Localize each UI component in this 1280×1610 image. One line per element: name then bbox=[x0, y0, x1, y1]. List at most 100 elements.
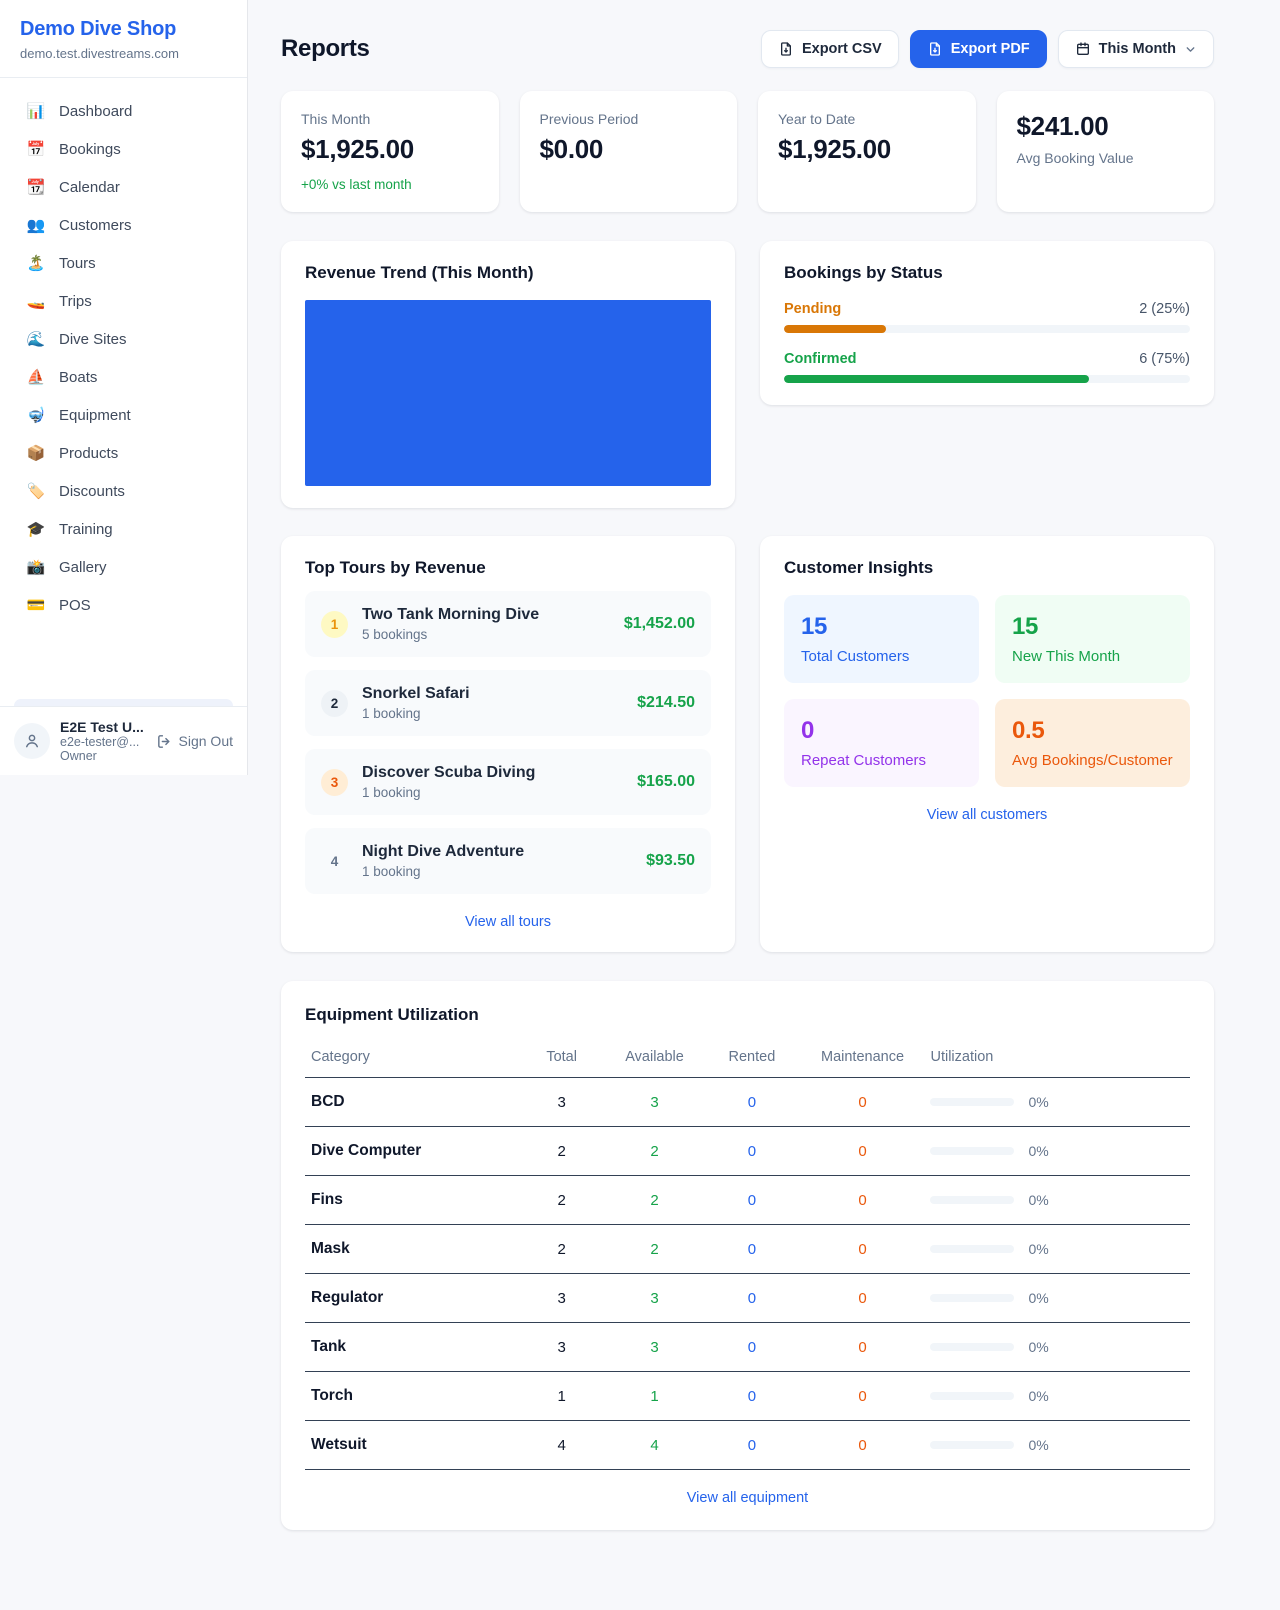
cell-maintenance: 0 bbox=[800, 1126, 925, 1176]
top-tours-title: Top Tours by Revenue bbox=[305, 558, 486, 577]
sidebar-item-label: Training bbox=[59, 520, 113, 538]
tag-icon: 🏷️ bbox=[26, 483, 46, 500]
col-header-total: Total bbox=[517, 1041, 606, 1078]
equipment-title: Equipment Utilization bbox=[305, 1005, 479, 1024]
col-header-utilization: Utilization bbox=[924, 1041, 1190, 1078]
export-pdf-label: Export PDF bbox=[950, 41, 1030, 57]
sidebar-item-calendar[interactable]: 📆 Calendar bbox=[14, 168, 233, 206]
period-label: This Month bbox=[1098, 41, 1176, 57]
utilization-percent: 0% bbox=[1028, 1094, 1049, 1110]
tour-row: 3 Discover Scuba Diving 1 booking $165.0… bbox=[305, 749, 711, 815]
table-header-row: Category Total Available Rented Maintena… bbox=[305, 1041, 1190, 1078]
sidebar-item-label: POS bbox=[59, 596, 91, 614]
utilization-cell: 0% bbox=[930, 1437, 1184, 1453]
export-pdf-button[interactable]: Export PDF bbox=[909, 30, 1047, 68]
file-download-icon bbox=[780, 42, 791, 56]
user-meta: E2E Test U... e2e-tester@... Owner bbox=[60, 719, 146, 763]
bookings-by-status-title: Bookings by Status bbox=[784, 263, 943, 282]
customer-insights-title: Customer Insights bbox=[784, 558, 934, 577]
utilization-bar bbox=[930, 1245, 1015, 1253]
utilization-percent: 0% bbox=[1028, 1437, 1049, 1453]
tour-revenue: $165.00 bbox=[637, 773, 695, 790]
tour-bookings: 1 booking bbox=[362, 706, 421, 721]
sidebar-item-discounts[interactable]: 🏷️ Discounts bbox=[14, 472, 233, 510]
utilization-cell: 0% bbox=[930, 1094, 1184, 1110]
progress-track bbox=[784, 375, 1190, 383]
sidebar-item-products[interactable]: 📦 Products bbox=[14, 434, 233, 472]
tour-name: Two Tank Morning Dive bbox=[362, 606, 540, 623]
cell-available: 2 bbox=[605, 1126, 704, 1176]
cell-available: 3 bbox=[605, 1077, 704, 1127]
view-all-equipment-link[interactable]: View all equipment bbox=[686, 1490, 809, 1506]
tour-bookings: 5 bookings bbox=[362, 627, 428, 642]
stat-card-year-to-date: Year to Date $1,925.00 bbox=[758, 91, 976, 212]
sidebar-item-label: Tours bbox=[59, 254, 96, 272]
sidebar-item-boats[interactable]: ⛵ Boats bbox=[14, 358, 233, 396]
cell-category: BCD bbox=[305, 1077, 518, 1127]
progress-track bbox=[784, 325, 1190, 333]
cell-maintenance: 0 bbox=[800, 1371, 925, 1421]
camera-icon: 📸 bbox=[26, 559, 46, 576]
tour-name: Snorkel Safari bbox=[362, 685, 470, 702]
sidebar-item-reports-partial[interactable] bbox=[14, 699, 233, 706]
tour-row: 1 Two Tank Morning Dive 5 bookings $1,45… bbox=[305, 591, 711, 657]
sidebar-item-label: Calendar bbox=[59, 178, 120, 196]
stat-card-previous-period: Previous Period $0.00 bbox=[519, 91, 737, 212]
sidebar-item-label: Discounts bbox=[59, 482, 125, 500]
calendar-icon bbox=[1076, 42, 1089, 55]
sidebar-item-customers[interactable]: 👥 Customers bbox=[14, 206, 233, 244]
dashboard-icon: 📊 bbox=[26, 103, 46, 120]
utilization-percent: 0% bbox=[1028, 1241, 1049, 1257]
tour-bookings: 1 booking bbox=[362, 864, 421, 879]
package-icon: 📦 bbox=[26, 445, 46, 462]
tour-row: 4 Night Dive Adventure 1 booking $93.50 bbox=[305, 828, 711, 894]
utilization-bar bbox=[930, 1196, 1015, 1204]
sidebar-item-bookings[interactable]: 📅 Bookings bbox=[14, 130, 233, 168]
utilization-bar bbox=[930, 1294, 1015, 1302]
main-content: Reports Export CSV Export PDF bbox=[248, 0, 1280, 1610]
sidebar-item-gallery[interactable]: 📸 Gallery bbox=[14, 548, 233, 586]
view-all-customers-link[interactable]: View all customers bbox=[926, 807, 1048, 823]
stats-row: This Month $1,925.00 +0% vs last month P… bbox=[281, 91, 1214, 212]
utilization-cell: 0% bbox=[930, 1192, 1184, 1208]
sign-out-label: Sign Out bbox=[178, 733, 233, 749]
cell-category: Fins bbox=[305, 1175, 518, 1225]
page-title: Reports bbox=[281, 35, 370, 62]
tile-value: 15 bbox=[1012, 613, 1039, 640]
cell-maintenance: 0 bbox=[800, 1420, 925, 1470]
cell-total: 2 bbox=[517, 1224, 606, 1274]
stat-label: Year to Date bbox=[778, 111, 856, 127]
cell-total: 2 bbox=[517, 1175, 606, 1225]
export-csv-button[interactable]: Export CSV bbox=[760, 30, 899, 68]
mid-row: Top Tours by Revenue 1 Two Tank Morning … bbox=[281, 536, 1214, 952]
tile-label: Repeat Customers bbox=[801, 752, 927, 769]
status-label: Confirmed bbox=[784, 351, 857, 367]
utilization-cell: 0% bbox=[930, 1241, 1184, 1257]
avatar bbox=[14, 723, 50, 759]
sidebar-item-trips[interactable]: 🚤 Trips bbox=[14, 282, 233, 320]
cell-category: Dive Computer bbox=[305, 1126, 518, 1176]
sidebar-item-tours[interactable]: 🏝️ Tours bbox=[14, 244, 233, 282]
top-tours-card: Top Tours by Revenue 1 Two Tank Morning … bbox=[281, 536, 735, 952]
cell-total: 4 bbox=[517, 1420, 606, 1470]
period-dropdown[interactable]: This Month bbox=[1057, 30, 1214, 68]
tile-avg-bookings: 0.5 Avg Bookings/Customer bbox=[995, 699, 1190, 787]
sidebar-item-equipment[interactable]: 🤿 Equipment bbox=[14, 396, 233, 434]
sidebar-item-pos[interactable]: 💳 POS bbox=[14, 586, 233, 624]
sign-out-button[interactable]: Sign Out bbox=[156, 733, 233, 750]
utilization-cell: 0% bbox=[930, 1388, 1184, 1404]
sidebar-nav: 📊 Dashboard 📅 Bookings 📆 Calendar 👥 Cust… bbox=[0, 78, 247, 706]
customers-icon: 👥 bbox=[26, 217, 46, 234]
sidebar-item-dashboard[interactable]: 📊 Dashboard bbox=[14, 92, 233, 130]
col-header-available: Available bbox=[605, 1041, 704, 1078]
island-icon: 🏝️ bbox=[26, 255, 46, 272]
stat-value: $0.00 bbox=[539, 134, 604, 164]
utilization-cell: 0% bbox=[930, 1339, 1184, 1355]
wave-icon: 🌊 bbox=[26, 331, 46, 348]
sidebar-item-dive-sites[interactable]: 🌊 Dive Sites bbox=[14, 320, 233, 358]
utilization-percent: 0% bbox=[1028, 1388, 1049, 1404]
page-header: Reports Export CSV Export PDF bbox=[281, 30, 1214, 68]
table-row: Mask 2 2 0 0 0% bbox=[305, 1224, 1190, 1274]
view-all-tours-link[interactable]: View all tours bbox=[465, 914, 551, 930]
sidebar-item-training[interactable]: 🎓 Training bbox=[14, 510, 233, 548]
